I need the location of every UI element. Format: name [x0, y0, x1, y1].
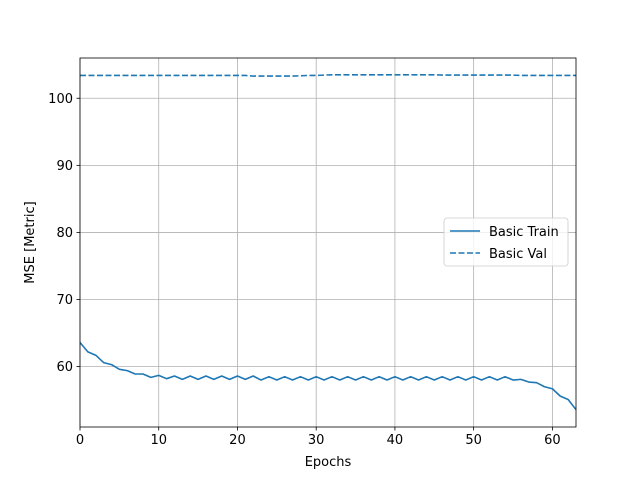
series-line-basic-train [79, 341, 577, 411]
x-tick-label: 40 [387, 433, 404, 448]
y-tick-label: 90 [56, 159, 73, 174]
x-tick-label: 60 [544, 433, 561, 448]
y-tick-label: 70 [56, 293, 73, 308]
x-tick-label: 20 [229, 433, 246, 448]
x-tick-label: 10 [150, 433, 167, 448]
y-tick-label: 60 [56, 360, 73, 375]
x-tick-label: 0 [76, 433, 84, 448]
legend-label: Basic Val [489, 247, 547, 262]
y-tick-label: 80 [56, 226, 73, 241]
legend: Basic Train Basic Val [443, 217, 569, 267]
y-tick-label: 100 [48, 92, 73, 107]
series-lines [79, 73, 577, 411]
y-axis-label: MSE [Metric] [23, 201, 38, 283]
legend-label: Basic Train [489, 225, 559, 240]
x-tick-label: 30 [308, 433, 325, 448]
plot-frame [79, 57, 577, 428]
series-line-basic-val [80, 73, 576, 77]
legend-box [443, 217, 569, 267]
x-tick-label: 50 [465, 433, 482, 448]
x-axis-label: Epochs [305, 455, 352, 470]
axis-ticks: 0 10 20 30 40 50 60 60 70 80 90 100 [48, 92, 560, 448]
